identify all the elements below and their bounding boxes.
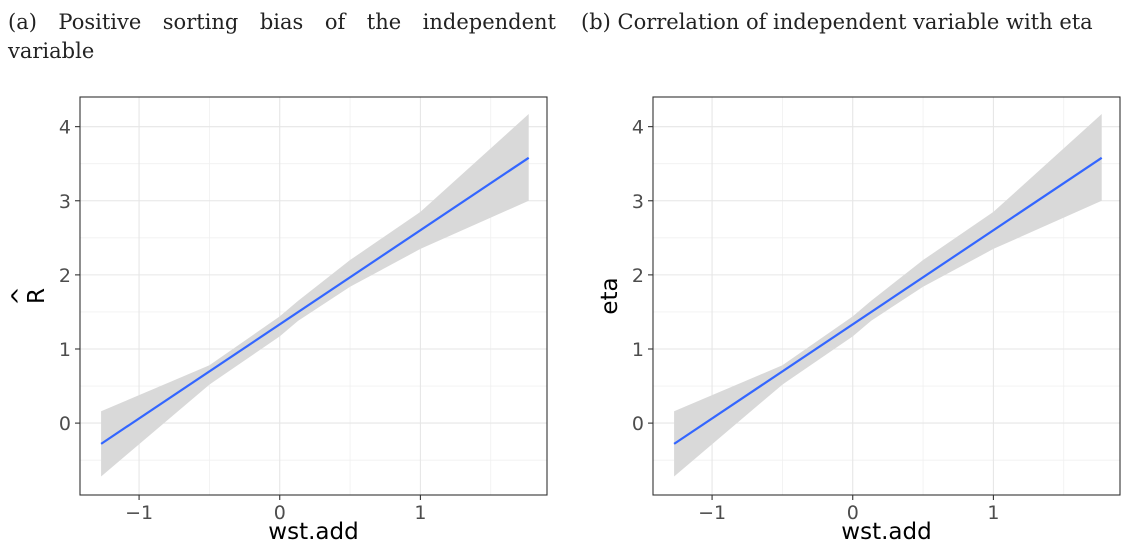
panel-b-chart: −1 0 1 0 1 2 3 4 wst.add eta xyxy=(597,96,1121,545)
panel-b-x-axis-title: wst.add xyxy=(841,519,931,545)
panel-a-chart: −1 0 1 0 1 2 3 4 wst.add R^ xyxy=(8,96,548,545)
panel-b-x-tick-label: 0 xyxy=(847,502,859,524)
panel-a-caption: (a) Positive sorting bias of the indepen… xyxy=(8,10,556,63)
panel-b-panel-border xyxy=(652,96,1121,496)
panel-a-y-tick-label: 1 xyxy=(59,339,71,361)
panel-a-x-tick-label: 1 xyxy=(414,502,426,524)
panel-b-caption: (b) Correlation of independent variable … xyxy=(581,10,1093,34)
panel-b-y-tick-label: 2 xyxy=(632,265,644,287)
panel-b-y-tick-label: 0 xyxy=(632,413,644,435)
panel-b-y-tick-label: 4 xyxy=(632,117,644,139)
panel-b-x-tick-label: −1 xyxy=(698,502,726,524)
panel-b-y-axis-title: eta xyxy=(597,277,623,314)
panel-a-y-tick-label: 3 xyxy=(59,191,71,213)
panel-a-x-axis-title: wst.add xyxy=(268,519,358,545)
panel-b-regression-line xyxy=(673,156,1103,445)
panel-a-y-tick-label: 2 xyxy=(59,265,71,287)
panel-a-confidence-band xyxy=(101,114,529,477)
panel-b-y-tick-label: 3 xyxy=(632,191,644,213)
panel-b-y-tick-label: 1 xyxy=(632,339,644,361)
panel-a-panel-border xyxy=(79,96,548,496)
panel-a-x-tick-label: 0 xyxy=(274,502,286,524)
panel-a-y-axis-title: R xyxy=(24,288,50,304)
panel-a-y-axis-title-accent: ^ xyxy=(8,286,34,305)
panel-a-y-tick-label: 0 xyxy=(59,413,71,435)
panel-a-x-tick-label: −1 xyxy=(125,502,153,524)
panel-a-y-tick-label: 4 xyxy=(59,117,71,139)
panel-b-x-tick-label: 1 xyxy=(987,502,999,524)
panel-b-confidence-band xyxy=(674,114,1102,477)
panel-a-regression-line xyxy=(100,156,530,445)
